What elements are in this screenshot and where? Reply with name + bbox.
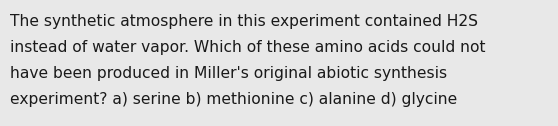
Text: have been produced in Miller's original abiotic synthesis: have been produced in Miller's original … [10,66,447,81]
Text: experiment? a) serine b) methionine c) alanine d) glycine: experiment? a) serine b) methionine c) a… [10,92,457,107]
Text: instead of water vapor. Which of these amino acids could not: instead of water vapor. Which of these a… [10,40,485,55]
Text: The synthetic atmosphere in this experiment contained H2S: The synthetic atmosphere in this experim… [10,14,478,29]
